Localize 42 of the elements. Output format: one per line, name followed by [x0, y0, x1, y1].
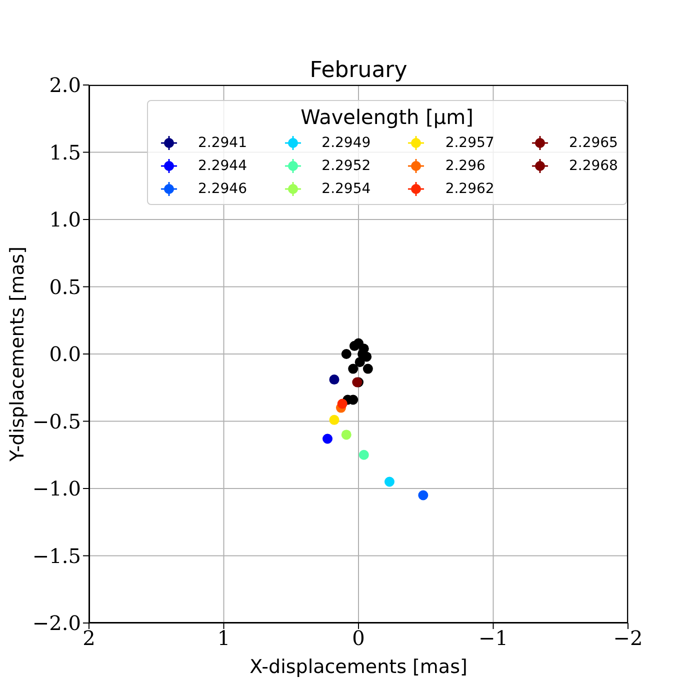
point: [341, 349, 352, 359]
point: [358, 450, 369, 460]
x-axis-title: X-displacements [mas]: [250, 656, 468, 678]
point: [384, 476, 394, 487]
point: [322, 434, 333, 444]
legend-label: 2.2962: [445, 180, 494, 196]
legend-label: 2.2944: [198, 158, 247, 174]
y-tick-label: −0.5: [32, 409, 81, 434]
legend-label: 2.2949: [322, 134, 371, 150]
point: [362, 364, 373, 374]
point: [349, 340, 360, 351]
legend-label: 2.2952: [322, 158, 371, 174]
legend-label: 2.296: [445, 158, 486, 174]
legend-label: 2.2941: [198, 134, 247, 150]
legend-label: 2.2957: [445, 134, 494, 150]
point: [329, 414, 340, 425]
x-tick-label: 0: [352, 626, 365, 650]
y-tick-label: −1.0: [32, 476, 81, 501]
y-tick-label: 0.0: [49, 342, 81, 366]
x-tick-label: −2: [613, 626, 643, 650]
point: [418, 490, 428, 500]
y-tick-label: −1.5: [32, 544, 81, 568]
point: [329, 374, 340, 385]
point: [348, 364, 358, 374]
legend-title: Wavelength [μm]: [300, 105, 474, 129]
legend-label: 2.2965: [568, 134, 618, 150]
legend-label: 2.2954: [322, 180, 371, 196]
point: [354, 357, 365, 368]
y-tick-label: 1.0: [49, 208, 81, 232]
y-tick-label: −2.0: [32, 611, 81, 636]
legend-label: 2.2968: [568, 158, 618, 174]
x-tick-label: 2: [82, 626, 96, 650]
x-tick-label: 1: [217, 626, 230, 650]
y-axis-title: Y-displacements [mas]: [6, 246, 29, 463]
y-tick-label: 2.0: [49, 73, 81, 98]
legend-label: 2.2946: [198, 180, 247, 196]
y-tick-label: 0.5: [49, 274, 81, 299]
x-tick-label: −1: [478, 626, 508, 650]
chart-title: February: [308, 58, 408, 83]
point: [337, 398, 348, 409]
y-tick-label: 1.5: [49, 140, 81, 164]
point: [341, 430, 352, 440]
